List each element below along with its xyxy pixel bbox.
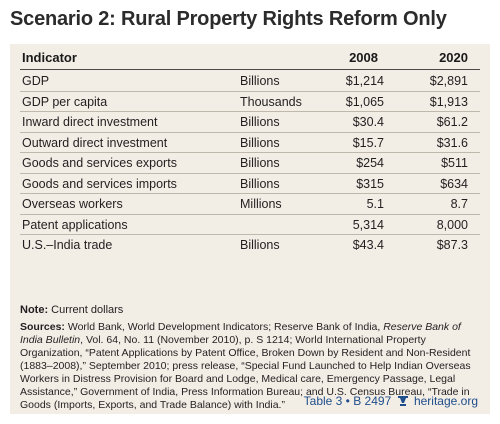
- table-row: Goods and services imports Billions $315 $6…: [20, 174, 480, 194]
- cell-indicator: Overseas workers: [22, 197, 123, 211]
- sources-text-2: , Vol. 64, No. 11 (November 2010), p. S …: [20, 334, 471, 411]
- table-header: Indicator 2008 2020: [20, 50, 480, 68]
- cell-unit: Billions: [240, 115, 280, 129]
- cell-indicator: Outward direct investment: [22, 135, 168, 150]
- cell-indicator: U.S.–India trade: [22, 238, 113, 252]
- footer: Table 3 • B 2497 heritage.org: [304, 394, 478, 408]
- table-row: Goods and services exports Billions $254 $5…: [20, 153, 480, 174]
- cell-2020: 8,000: [436, 217, 468, 232]
- cell-indicator: GDP per capita: [22, 94, 108, 109]
- cell-2020: $511: [441, 156, 468, 170]
- table-row: Patent applications 5,314 8,000: [20, 215, 480, 235]
- cell-unit: Billions: [240, 176, 280, 191]
- cell-unit: Billions: [240, 135, 280, 150]
- table-body: GDP Billions $1,214 $2,891 GDP per capita Tho…: [20, 71, 480, 255]
- table-row: Overseas workers Millions 5.1 8.7: [20, 194, 480, 215]
- cell-unit: Billions: [240, 238, 280, 252]
- table-reference: Table 3 • B 2497: [303, 394, 392, 408]
- cell-2008: 5.1: [366, 197, 384, 211]
- cell-unit: Billions: [240, 156, 280, 170]
- cell-2020: $2,891: [429, 74, 468, 88]
- cell-indicator: Inward direct investment: [22, 115, 158, 129]
- cell-indicator: GDP: [22, 74, 50, 88]
- cell-2008: $15.7: [352, 135, 384, 150]
- header-2008: 2008: [349, 50, 378, 65]
- cell-2008: $1,065: [345, 94, 384, 109]
- cell-2020: $61.2: [436, 115, 468, 129]
- cell-2008: $43.4: [352, 238, 384, 252]
- table-row: GDP Billions $1,214 $2,891: [20, 71, 480, 92]
- sources: Sources: World Bank, World Development I…: [20, 321, 480, 412]
- cell-unit: Thousands: [240, 94, 302, 109]
- table-panel: Indicator 2008 2020 GDP Billions $1,214 $2,…: [10, 44, 490, 414]
- cell-2020: $87.3: [436, 238, 468, 252]
- cell-2020: $31.6: [436, 135, 468, 150]
- cell-2020: $634: [440, 176, 468, 191]
- cell-2008: $1,214: [345, 74, 384, 88]
- cell-indicator: Patent applications: [22, 217, 128, 232]
- site-link[interactable]: heritage.org: [413, 394, 478, 408]
- cell-unit: Billions: [240, 74, 280, 88]
- cell-2008: $254: [356, 156, 384, 170]
- sources-label: Sources:: [20, 321, 65, 333]
- header-2020: 2020: [439, 50, 468, 65]
- cell-2008: $315: [356, 176, 384, 191]
- page-title: Scenario 2: Rural Property Rights Reform…: [10, 8, 447, 30]
- cell-2020: $1,913: [429, 94, 468, 109]
- cell-indicator: Goods and services exports: [22, 156, 177, 170]
- table-row: U.S.–India trade Billions $43.4 $87.3: [20, 235, 480, 255]
- table-row: Inward direct investment Billions $30.4 $61…: [20, 112, 480, 133]
- cell-indicator: Goods and services imports: [22, 176, 177, 191]
- sources-text-1: World Bank, World Development Indicators…: [64, 321, 384, 333]
- heritage-lamp-icon: [397, 395, 409, 407]
- header-indicator: Indicator: [22, 50, 77, 65]
- header-divider: [20, 69, 480, 70]
- table-row: GDP per capita Thousands $1,065 $1,913: [20, 92, 480, 112]
- cell-2008: $30.4: [352, 115, 384, 129]
- note-text: Current dollars: [48, 304, 124, 316]
- note: Note: Current dollars: [20, 304, 123, 316]
- cell-unit: Millions: [240, 197, 282, 211]
- cell-2020: 8.7: [450, 197, 468, 211]
- sources-italic-title: Reserve Bank of India Bulletin: [20, 321, 461, 346]
- table-row: Outward direct investment Billions $15.7 $3…: [20, 133, 480, 153]
- note-label: Note:: [20, 304, 49, 316]
- cell-2008: 5,314: [352, 217, 384, 232]
